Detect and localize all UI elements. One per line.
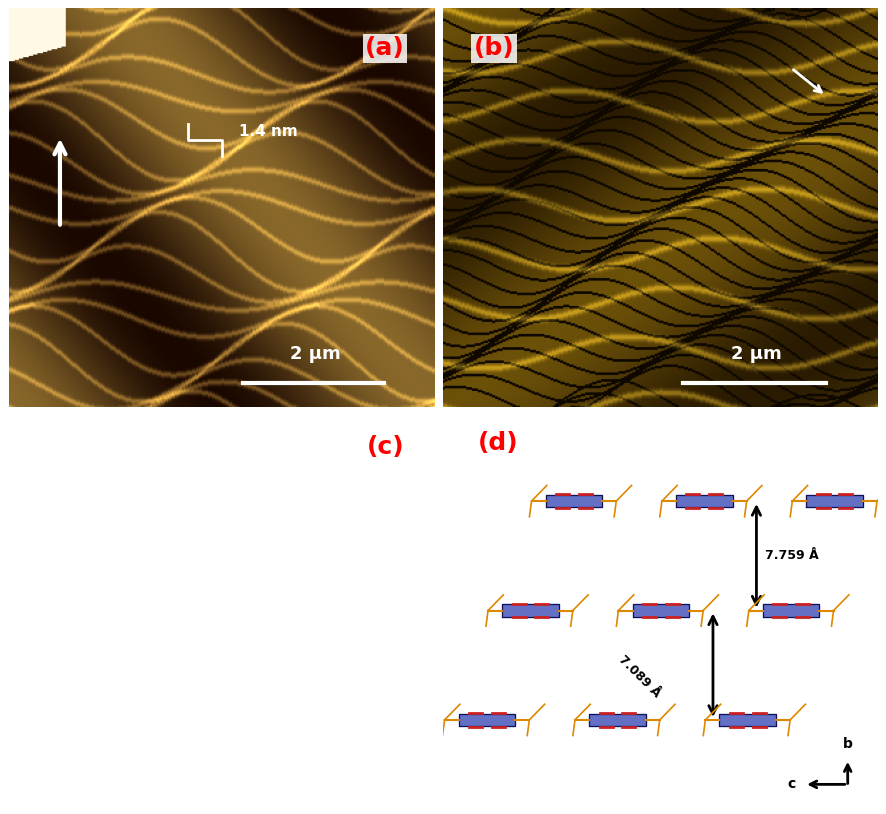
Point: [248, 713, 262, 726]
Point: [87, 721, 101, 734]
Text: 2 μm: 2 μm: [730, 345, 781, 363]
Text: 2 μm: 2 μm: [290, 345, 340, 363]
Text: (b): (b): [473, 36, 514, 60]
Text: 1.4 nm: 1.4 nm: [238, 125, 297, 139]
Text: (a): (a): [365, 36, 404, 60]
Polygon shape: [458, 714, 515, 726]
Text: b: b: [842, 737, 851, 751]
Point: [299, 545, 314, 558]
Text: $(040)_{F-NDI}$: $(040)_{F-NDI}$: [73, 497, 140, 513]
Point: [151, 584, 165, 597]
Point: [278, 651, 292, 664]
Polygon shape: [501, 605, 558, 616]
Point: [342, 487, 356, 500]
Polygon shape: [545, 495, 602, 507]
Text: $(002)_{PE}$: $(002)_{PE}$: [26, 435, 73, 450]
Text: 7.759 Å: 7.759 Å: [765, 549, 818, 562]
Text: $(003)_{F-NDI}$: $(003)_{F-NDI}$: [222, 583, 289, 599]
Point: [214, 752, 229, 765]
Point: [193, 545, 207, 558]
Point: [363, 682, 377, 695]
Polygon shape: [762, 605, 819, 616]
Polygon shape: [675, 495, 732, 507]
Point: [248, 713, 262, 726]
Point: [87, 651, 101, 664]
Polygon shape: [719, 714, 775, 726]
Point: [342, 487, 356, 500]
Point: [248, 596, 262, 609]
Text: (c): (c): [367, 435, 404, 458]
Point: [257, 506, 271, 519]
Point: [151, 651, 165, 664]
Point: [257, 506, 271, 519]
Point: [278, 651, 292, 664]
Point: [151, 651, 165, 664]
Point: [376, 565, 390, 578]
Point: [151, 584, 165, 597]
Ellipse shape: [222, 601, 263, 620]
Point: [299, 545, 314, 558]
Polygon shape: [805, 495, 862, 507]
Text: (d): (d): [478, 431, 518, 455]
Point: [248, 596, 262, 609]
Point: [363, 682, 377, 695]
Point: [87, 721, 101, 734]
Point: [151, 518, 165, 531]
Point: [35, 456, 50, 469]
Polygon shape: [588, 714, 645, 726]
Text: $(020)_{F-NDI}$: $(020)_{F-NDI}$: [103, 559, 169, 575]
Point: [214, 467, 229, 480]
Point: [214, 467, 229, 480]
Point: [87, 495, 101, 508]
Polygon shape: [632, 605, 688, 616]
Text: 7.089 Å: 7.089 Å: [615, 654, 662, 701]
Point: [44, 565, 58, 578]
Point: [87, 651, 101, 664]
Point: [321, 624, 335, 637]
Point: [376, 565, 390, 578]
Point: [193, 545, 207, 558]
Point: [44, 565, 58, 578]
Point: [87, 495, 101, 508]
Point: [151, 518, 165, 531]
Point: [214, 752, 229, 765]
Text: c: c: [787, 777, 795, 791]
Point: [321, 624, 335, 637]
Point: [35, 456, 50, 469]
